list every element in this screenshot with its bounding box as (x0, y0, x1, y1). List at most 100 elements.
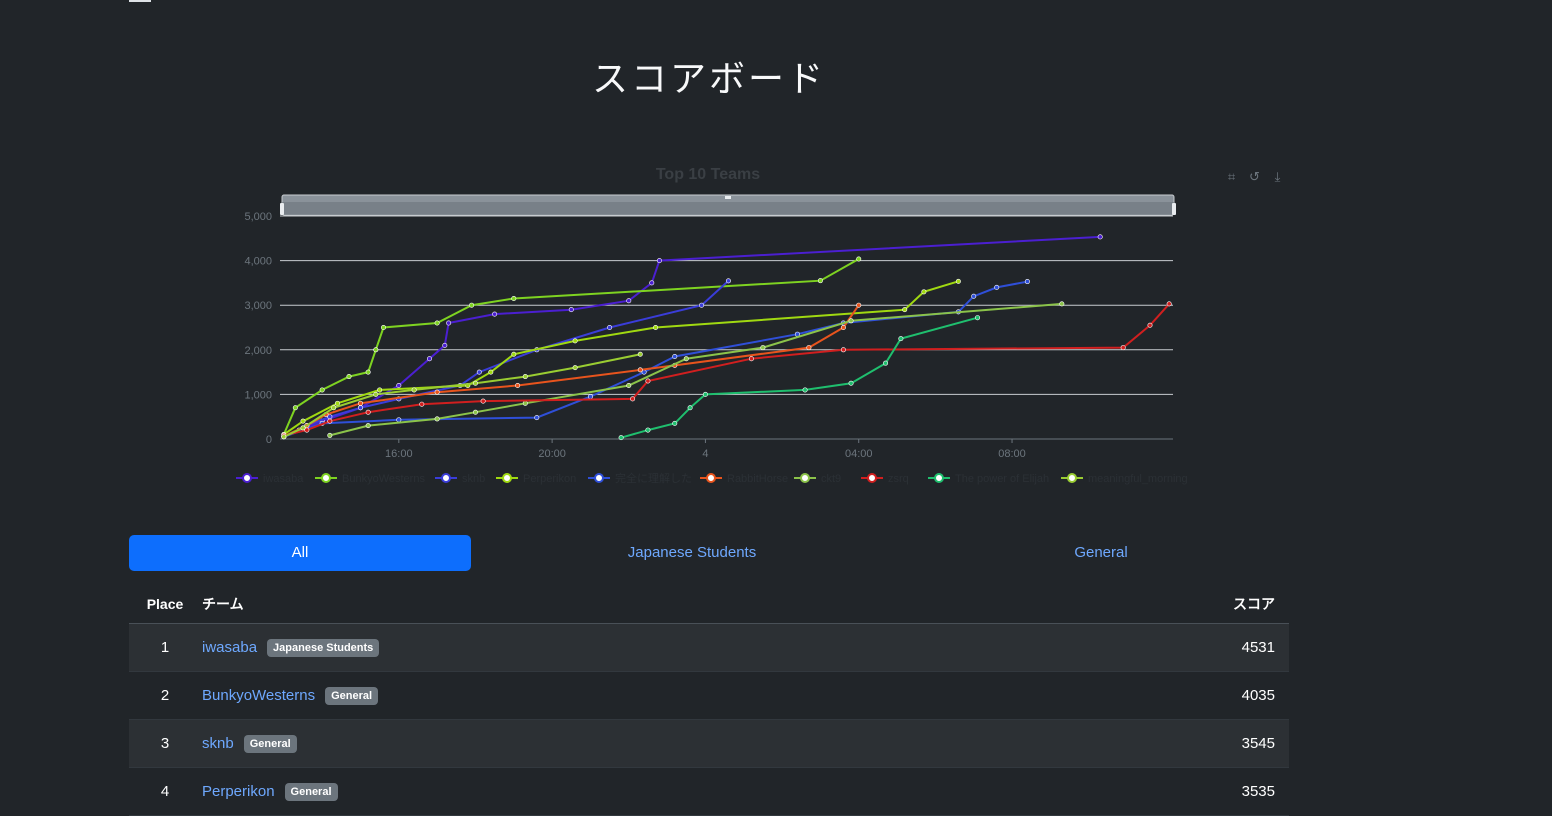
tab-all[interactable]: All (129, 535, 471, 571)
division-tabs: All Japanese Students General (129, 535, 1289, 571)
data-point (802, 387, 808, 393)
tab-general[interactable]: General (1074, 544, 1128, 561)
data-point (572, 338, 578, 344)
data-point (748, 356, 754, 362)
download-icon[interactable]: ⤓ (1274, 170, 1281, 185)
data-point (434, 416, 440, 422)
zoom-handle-left (280, 203, 284, 215)
data-point (848, 380, 854, 386)
legend-marker (441, 473, 451, 483)
legend-label: sknb (462, 473, 485, 485)
data-point (607, 325, 613, 331)
legend-marker (502, 473, 512, 483)
legend-marker (800, 473, 810, 483)
legend-label: iwasaba (263, 473, 304, 485)
zoom-reset-icon[interactable]: ↺ (1249, 170, 1260, 185)
legend-label: Perperikon (523, 473, 576, 485)
data-point (760, 345, 766, 351)
series-line-6 (329, 302, 1062, 437)
data-point (411, 387, 417, 393)
x-tick-label: 20:00 (538, 448, 566, 460)
score-cell: 4531 (1026, 623, 1289, 672)
data-point (656, 258, 662, 264)
data-point (672, 420, 678, 426)
score-chart: Top 10 Teams 0 1,000 2,000 3,000 4,000 5,000 16… (228, 158, 1298, 498)
top-nav-edge (129, 0, 151, 2)
data-point (902, 307, 908, 313)
data-point (492, 311, 498, 317)
table-row: 3 sknb General 3545 (129, 719, 1289, 768)
legend-marker (1067, 473, 1077, 483)
place-cell: 3 (129, 719, 201, 768)
data-point (645, 378, 651, 384)
legend-marker (594, 473, 604, 483)
table-row: 2 BunkyoWesterns General 4035 (129, 671, 1289, 720)
y-tick-label: 4,000 (244, 256, 272, 268)
chart-toolbox: ⌗ ↺ ⤓ (1224, 170, 1285, 185)
zoom-slider-fill (282, 202, 1174, 215)
data-point (568, 307, 574, 313)
data-point (327, 432, 333, 438)
legend-marker (934, 473, 944, 483)
data-point (587, 394, 593, 400)
data-point (373, 347, 379, 353)
legend-label: RabbitHorse (727, 473, 788, 485)
data-point (534, 415, 540, 421)
data-point (419, 401, 425, 407)
data-point (380, 325, 386, 331)
data-point (281, 434, 287, 440)
data-point (292, 405, 298, 411)
zoom-grip (725, 196, 731, 199)
team-cell: sknb General (201, 719, 1027, 768)
table-row: 1 iwasaba Japanese Students 4531 (129, 623, 1289, 672)
data-point (649, 280, 655, 286)
tab-japanese-students[interactable]: Japanese Students (627, 544, 757, 561)
data-point (434, 320, 440, 326)
data-point (848, 318, 854, 324)
data-point (1059, 301, 1065, 307)
team-link[interactable]: BunkyoWesterns (202, 686, 316, 704)
team-link[interactable]: Perperikon (202, 782, 275, 800)
y-tick-label: 5,000 (244, 211, 272, 223)
data-point (472, 409, 478, 415)
data-point (511, 351, 517, 357)
data-point (672, 353, 678, 359)
data-point (572, 365, 578, 371)
legend-marker (867, 473, 877, 483)
zoom-icon[interactable]: ⌗ (1227, 170, 1236, 185)
legend-label: BunkyoWesterns (342, 473, 425, 485)
data-point (687, 405, 693, 411)
team-link[interactable]: iwasaba (202, 638, 258, 656)
data-point (300, 418, 306, 424)
header-team: チーム (201, 584, 1027, 624)
team-cell: iwasaba Japanese Students (201, 623, 1027, 672)
series-line-8 (620, 316, 978, 439)
data-point (365, 409, 371, 415)
legend-label: zsrq (888, 473, 909, 485)
y-tick-label: 2,000 (244, 345, 272, 357)
data-point (346, 374, 352, 380)
data-point (630, 396, 636, 402)
series-line-9 (283, 353, 641, 438)
data-point (1024, 279, 1030, 285)
data-point (373, 391, 379, 397)
chart-svg: Top 10 Teams 0 1,000 2,000 3,000 4,000 5,000 16… (236, 166, 1188, 485)
data-point (1097, 234, 1103, 240)
team-link[interactable]: sknb (202, 734, 234, 752)
chart-title: Top 10 Teams (656, 166, 760, 183)
data-point (806, 345, 812, 351)
data-point (1147, 322, 1153, 328)
data-point (365, 423, 371, 429)
data-point (725, 278, 731, 284)
legend-label: ckt9 (821, 473, 841, 485)
header-score: スコア (1026, 584, 1289, 624)
zoom-handle-right (1172, 203, 1176, 215)
data-point (840, 325, 846, 331)
division-badge: Japanese Students (267, 638, 380, 657)
data-point (446, 320, 452, 326)
data-point (637, 351, 643, 357)
team-cell: BunkyoWesterns General (201, 671, 1027, 720)
data-point (331, 405, 337, 411)
data-point (637, 367, 643, 373)
legend-marker (242, 473, 252, 483)
